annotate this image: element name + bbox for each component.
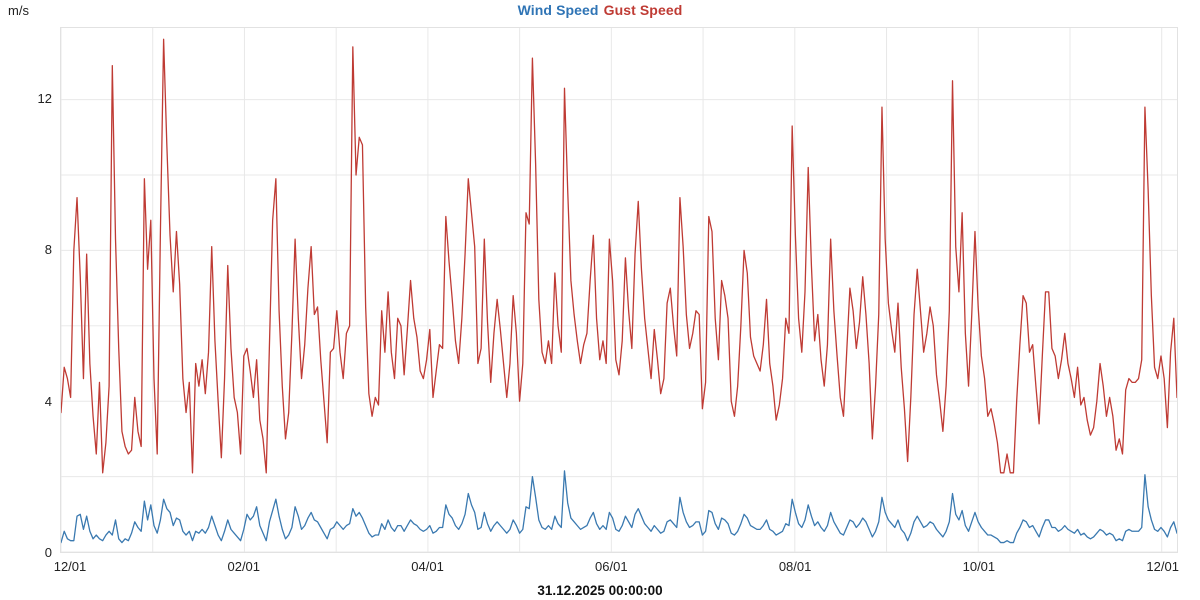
x-tick-label: 12/01 bbox=[1146, 559, 1179, 574]
y-axis-unit-label: m/s bbox=[8, 3, 29, 18]
x-tick-label: 10/01 bbox=[962, 559, 996, 574]
y-tick-label: 8 bbox=[44, 242, 52, 258]
grid-lines bbox=[61, 28, 1177, 552]
plot-area[interactable] bbox=[60, 27, 1178, 553]
x-tick-label: 02/01 bbox=[227, 559, 261, 574]
y-tick-label: 4 bbox=[44, 393, 52, 409]
legend-item-wind-speed: Wind Speed bbox=[517, 2, 599, 18]
x-tick-label: 06/01 bbox=[595, 559, 628, 574]
y-tick-label: 0 bbox=[44, 545, 52, 560]
x-tick-label: 12/01 bbox=[53, 559, 87, 574]
x-tick-label: 08/01 bbox=[778, 559, 812, 574]
legend-item-gust-speed: Gust Speed bbox=[603, 2, 683, 18]
series-lines bbox=[61, 28, 1177, 552]
x-axis-caption: 31.12.2025 00:00:00 bbox=[537, 583, 663, 598]
series-0 bbox=[61, 39, 1177, 473]
chart-title-legend: Wind Speed Gust Speed bbox=[0, 2, 1200, 18]
x-tick-label: 04/01 bbox=[411, 559, 444, 574]
y-tick-label: 12 bbox=[37, 90, 52, 106]
series-1 bbox=[61, 471, 1177, 543]
